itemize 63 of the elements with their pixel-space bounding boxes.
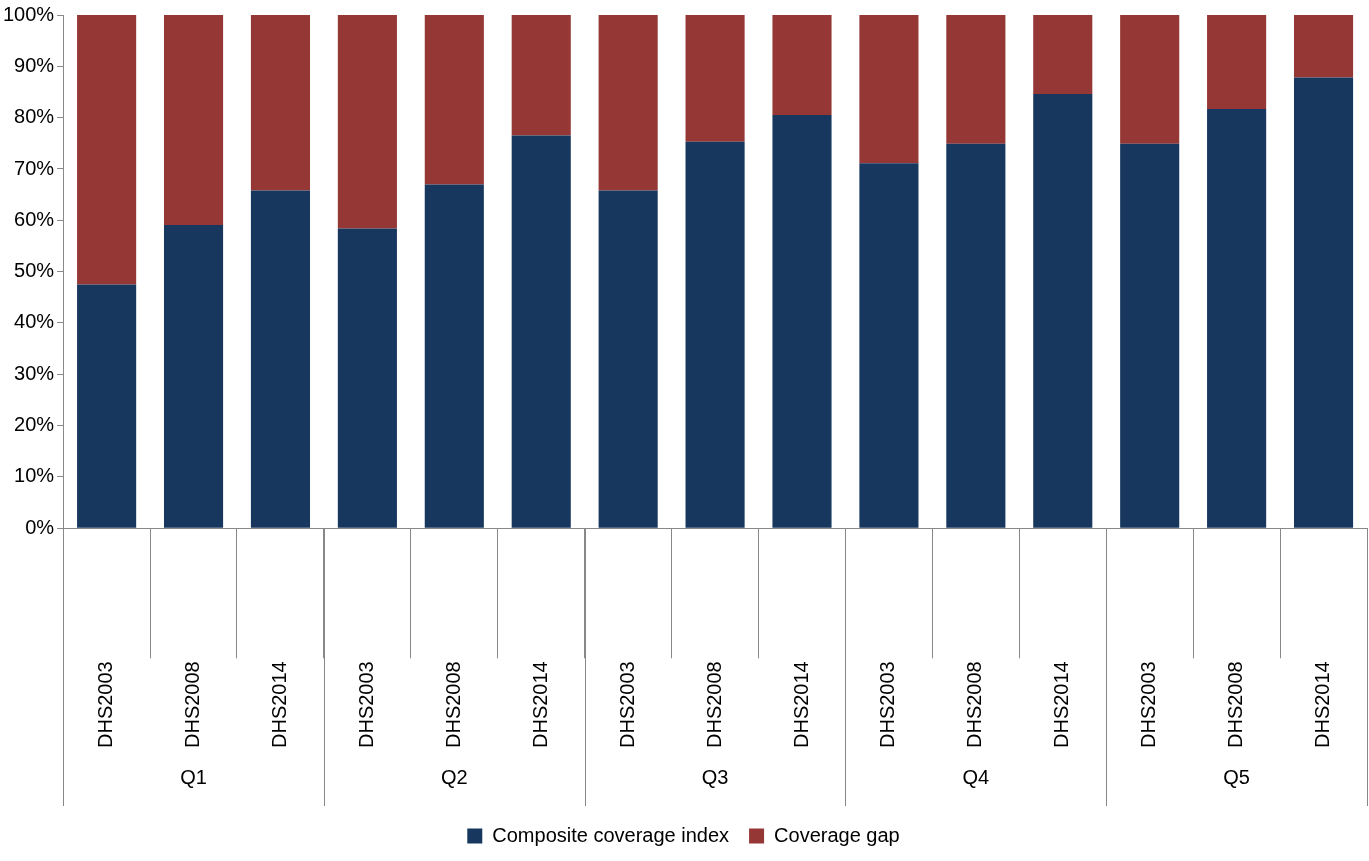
bar (77, 284, 137, 528)
bar (1207, 108, 1267, 528)
x-tick-label: DHS2008 (702, 661, 725, 748)
x-tick-label: DHS2003 (1137, 661, 1160, 748)
bar (859, 15, 919, 164)
x-tick-label: DHS2003 (876, 661, 899, 748)
x-tick-label: DHS2003 (354, 661, 377, 748)
legend-label: Composite coverage index (492, 823, 730, 846)
legend-label: Coverage gap (774, 823, 900, 846)
bar (772, 115, 832, 528)
y-tick-label: 40% (14, 310, 55, 333)
text: Q2 (440, 765, 468, 788)
bar (1120, 143, 1180, 528)
bar (424, 184, 484, 528)
bar (946, 143, 1006, 528)
y-tick-label: 10% (14, 464, 55, 487)
x-tick-label: DHS2014 (267, 661, 290, 748)
bar (1207, 15, 1267, 109)
bar (163, 224, 224, 528)
x-tick-label: DHS2008 (441, 661, 464, 748)
bar (772, 15, 832, 116)
x-tick-label: DHS2003 (615, 661, 638, 748)
bar (685, 15, 745, 142)
bar (946, 15, 1006, 144)
bar (250, 15, 311, 191)
text: Q1 (180, 765, 207, 788)
y-tick-label: 30% (14, 361, 55, 384)
bar (598, 15, 658, 191)
x-tick-label: DHS2014 (1050, 661, 1073, 748)
y-tick-label: 50% (14, 259, 55, 282)
bar (250, 190, 311, 528)
y-tick-label: 100% (3, 2, 55, 25)
x-tick-label: DHS2014 (1311, 661, 1334, 748)
y-tick-label: 90% (14, 53, 55, 76)
bar (859, 163, 919, 528)
bar (685, 141, 745, 528)
bar (1120, 15, 1180, 144)
y-tick-label: 80% (14, 105, 55, 128)
x-tick-label: DHS2003 (94, 661, 117, 748)
bar (598, 190, 658, 528)
x-tick-label: DHS2008 (963, 661, 986, 748)
text: Q5 (1223, 765, 1250, 788)
bar (1033, 94, 1093, 528)
text: Q4 (962, 765, 990, 788)
bar (1293, 15, 1354, 78)
x-tick-label: DHS2014 (528, 661, 551, 748)
bar (424, 15, 484, 185)
bar (1293, 77, 1354, 528)
bar (337, 228, 397, 528)
y-tick-label: 0% (25, 515, 55, 538)
bar (511, 15, 571, 136)
x-tick-label: DHS2008 (181, 661, 204, 748)
bar (337, 15, 397, 229)
bar (1033, 15, 1093, 95)
bar (77, 15, 137, 285)
y-tick-label: 20% (14, 413, 55, 436)
y-tick-label: 70% (14, 156, 55, 179)
y-tick-label: 60% (14, 207, 55, 230)
text: Q3 (701, 765, 729, 788)
bar (163, 15, 224, 225)
bar (511, 135, 571, 528)
x-tick-label: DHS2014 (789, 661, 812, 748)
x-tick-label: DHS2008 (1224, 661, 1247, 748)
